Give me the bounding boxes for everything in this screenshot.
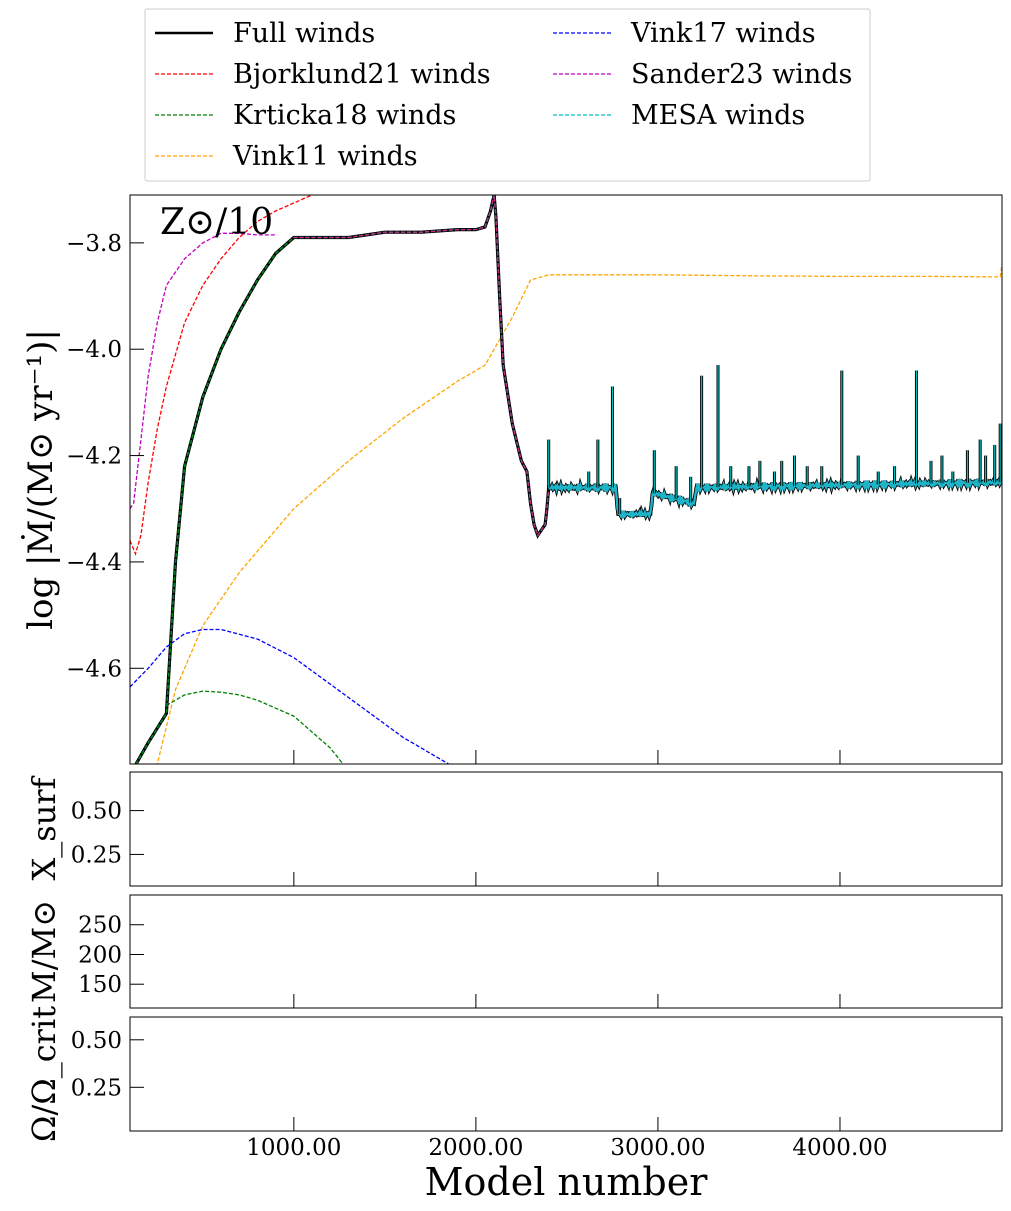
legend-label: MESA winds	[631, 100, 805, 131]
y-tick-label: −4.4	[66, 550, 122, 576]
series-sander23-winds	[130, 232, 276, 510]
panel-frame	[129, 194, 1003, 765]
x-tick-label: 2000.00	[428, 1135, 523, 1161]
legend-entry: Bjorklund21 winds	[155, 59, 491, 90]
x-tick-label: 1000.00	[246, 1135, 341, 1161]
y-tick-label: 0.50	[71, 799, 122, 825]
x-tick-label: 4000.00	[792, 1135, 887, 1161]
series-bjorklund21-winds	[130, 195, 315, 556]
legend-label: Vink11 winds	[232, 141, 418, 172]
legend-entry: Full winds	[155, 18, 375, 49]
series-krticka18-overlay	[135, 237, 295, 764]
legend-entry: Vink17 winds	[553, 18, 816, 49]
y-axis-label: log |Ṁ/(M⊙ yr⁻¹)|	[21, 329, 61, 630]
legend-entry: Vink11 winds	[155, 141, 418, 172]
panel-frame	[129, 771, 1003, 887]
legend: Full winds Bjorklund21 winds Krticka18 win…	[144, 8, 871, 182]
panel-frame	[129, 1016, 1003, 1132]
y-tick-label: 200	[78, 942, 122, 968]
legend-label: Sander23 winds	[631, 59, 852, 90]
series-krticka18-winds	[166, 690, 344, 764]
series-bjorklund21-overlay	[293, 195, 550, 537]
y-tick-label: 0.25	[71, 1075, 122, 1101]
panel-frame	[129, 894, 1003, 1009]
series-vink11-winds	[156, 264, 1002, 764]
panel-mass: 250 200 150 M/M⊙	[25, 894, 1003, 1009]
y-tick-label: −4.0	[66, 337, 122, 363]
x-axis-label: Model number	[425, 1160, 709, 1204]
panel-omega: 0.50 0.25 1000.00 2000.00 3000.00 4000.00 Ω/Ω_…	[25, 1006, 1003, 1161]
y-tick-label: −4.6	[66, 656, 122, 682]
panel-xsurf: 0.50 0.25 X_surf	[25, 771, 1003, 887]
series-vink17-winds	[130, 628, 449, 764]
legend-label: Krticka18 winds	[233, 100, 456, 131]
y-tick-label: 0.25	[71, 842, 122, 868]
x-tick-label: 3000.00	[610, 1135, 705, 1161]
legend-label: Full winds	[233, 18, 375, 49]
legend-entry: Sander23 winds	[553, 59, 852, 90]
legend-entry: MESA winds	[553, 100, 805, 131]
series-group	[130, 195, 1002, 764]
y-axis-label: X_surf	[25, 775, 63, 880]
y-tick-label: 150	[78, 972, 122, 998]
y-axis-label: M/M⊙	[25, 900, 63, 1003]
y-tick-label: −4.2	[66, 444, 122, 470]
legend-label: Bjorklund21 winds	[233, 59, 491, 90]
metallicity-annotation: Z⊙/10	[160, 202, 273, 243]
y-tick-label: −3.8	[66, 231, 122, 257]
y-axis-label: Ω/Ω_crit	[25, 1006, 63, 1142]
y-tick-label: 250	[78, 913, 122, 939]
legend-label: Vink17 winds	[630, 18, 816, 49]
legend-entry: Krticka18 winds	[155, 100, 456, 131]
legend-frame	[144, 8, 871, 182]
y-tick-label: 0.50	[71, 1028, 122, 1054]
